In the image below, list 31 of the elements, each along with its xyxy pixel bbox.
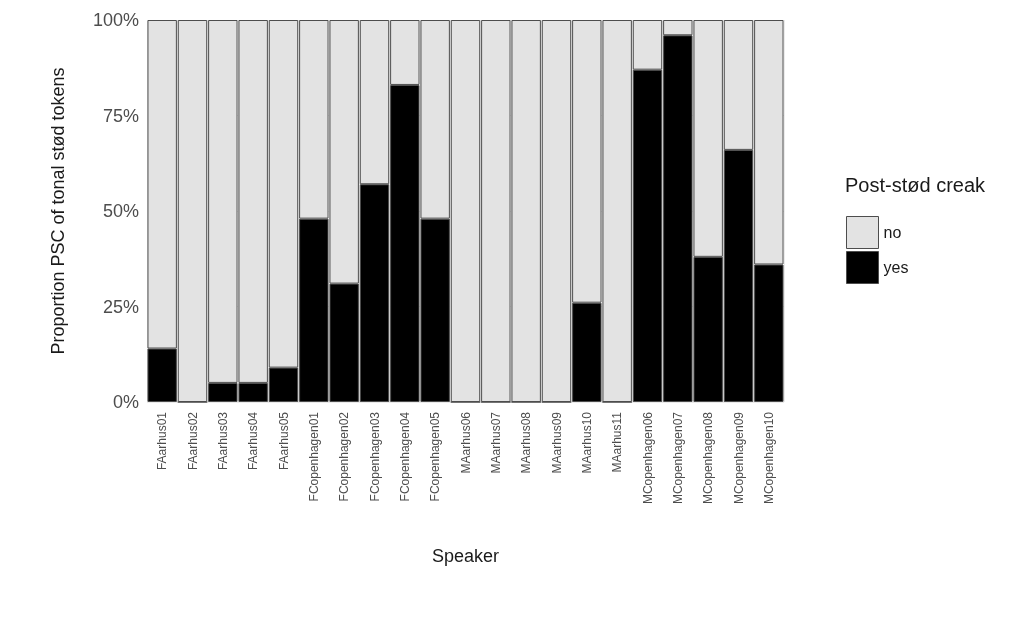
x-tick-label: FCopenhagen02: [337, 411, 352, 502]
x-tick-label: MAarhus10: [579, 411, 594, 474]
x-tick-label: MCopenhagen10: [761, 411, 776, 505]
x-tick-label: FAarhus03: [215, 411, 230, 471]
legend-label: no: [883, 224, 902, 241]
y-tick-label: 75%: [102, 105, 139, 126]
x-axis-title: Speaker: [431, 546, 500, 566]
x-tick-label: MCopenhagen07: [670, 411, 685, 505]
x-tick-label: FAarhus01: [155, 411, 170, 471]
legend-title: Post-stød creak: [845, 174, 987, 196]
legend-label: yes: [883, 259, 909, 276]
x-tick-label: FAarhus05: [276, 411, 291, 471]
y-tick-label: 25%: [102, 296, 139, 317]
x-tick-label: FAarhus04: [246, 411, 261, 471]
x-tick-label: FCopenhagen03: [367, 411, 382, 502]
y-axis-title: Proportion PSC of tonal stød tokens: [48, 67, 68, 355]
x-tick-label: FCopenhagen04: [397, 411, 412, 502]
x-tick-label: MAarhus08: [519, 411, 534, 474]
x-tick-label: FCopenhagen01: [306, 411, 321, 502]
y-tick-label: 0%: [112, 392, 139, 412]
x-tick-label: MCopenhagen08: [701, 411, 716, 505]
y-tick-label: 100%: [92, 10, 139, 30]
x-tick-label: FCopenhagen05: [428, 411, 443, 502]
x-tick-label: MAarhus09: [549, 411, 564, 474]
x-tick-label: MAarhus07: [488, 411, 503, 474]
y-tick-label: 50%: [102, 201, 139, 221]
x-tick-label: FAarhus02: [185, 411, 200, 471]
x-tick-label: MCopenhagen06: [640, 411, 655, 505]
x-tick-label: MAarhus06: [458, 411, 473, 474]
x-tick-label: MCopenhagen09: [731, 411, 746, 505]
x-tick-label: MAarhus11: [610, 411, 625, 473]
